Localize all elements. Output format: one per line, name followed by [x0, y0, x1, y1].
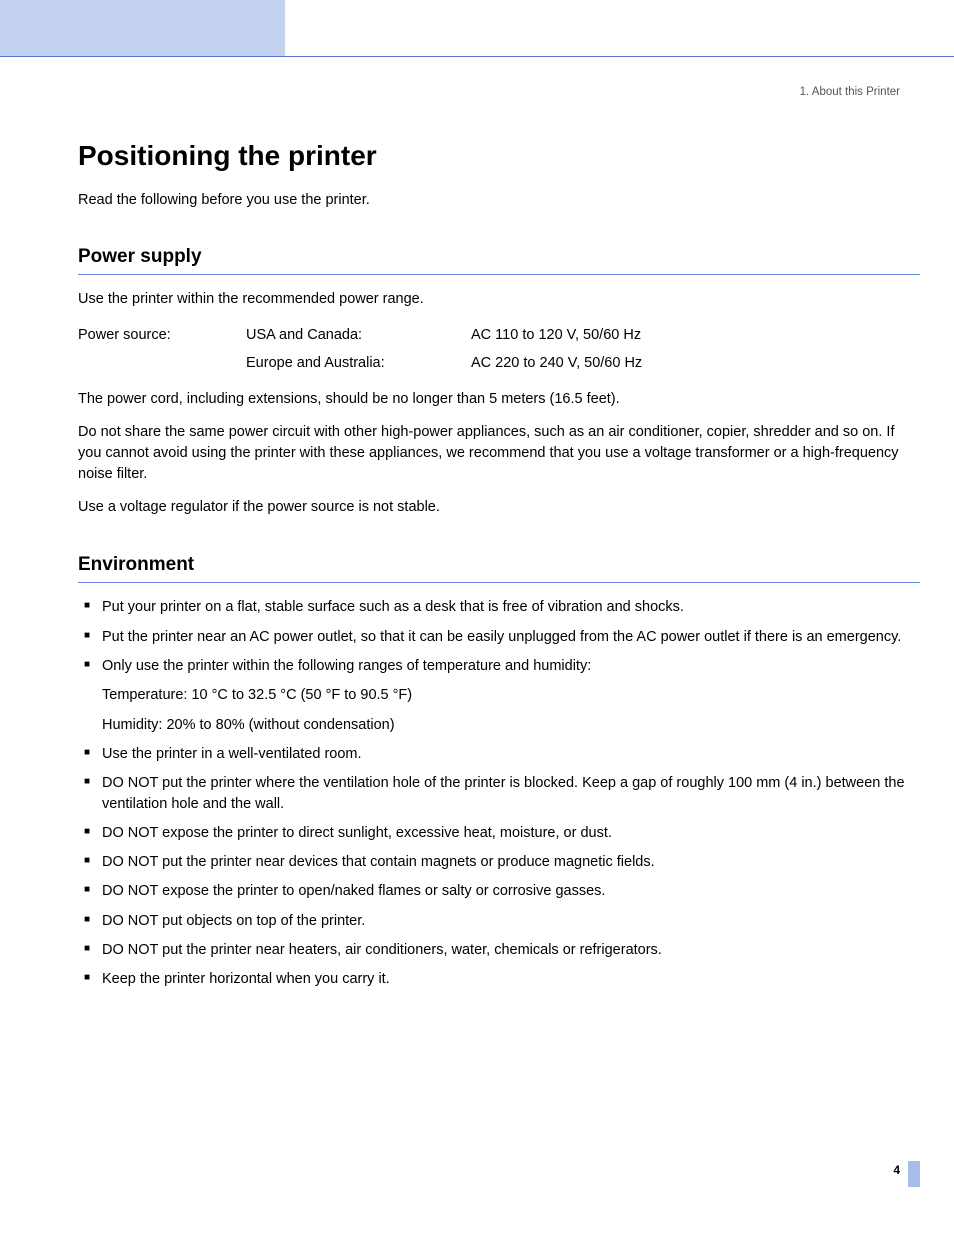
spec-cell: AC 110 to 120 V, 50/60 Hz [471, 322, 920, 350]
power-source-table: Power source: USA and Canada: AC 110 to … [78, 322, 920, 377]
section-power-supply: Power supply Use the printer within the … [78, 246, 920, 518]
page-content: Positioning the printer Read the followi… [78, 140, 920, 1026]
body-text: Do not share the same power circuit with… [78, 422, 920, 485]
list-item: DO NOT put the printer near heaters, air… [84, 940, 920, 960]
list-item-sub: Humidity: 20% to 80% (without condensati… [84, 715, 920, 735]
power-source-label: Power source: [78, 322, 246, 350]
body-text: The power cord, including extensions, sh… [78, 389, 920, 410]
list-item: DO NOT expose the printer to open/naked … [84, 881, 920, 901]
spec-cell: AC 220 to 240 V, 50/60 Hz [471, 350, 920, 378]
list-item: DO NOT expose the printer to direct sunl… [84, 823, 920, 843]
page-number: 4 [893, 1163, 900, 1177]
intro-text: Read the following before you use the pr… [78, 190, 920, 210]
header-rule [0, 56, 954, 57]
header-color-band [0, 0, 285, 56]
bullet-list: Put your printer on a flat, stable surfa… [78, 597, 920, 989]
list-item-sub: Temperature: 10 °C to 32.5 °C (50 °F to … [84, 685, 920, 705]
page-tab-marker [908, 1161, 920, 1187]
list-item: DO NOT put the printer where the ventila… [84, 773, 920, 814]
list-item: Put your printer on a flat, stable surfa… [84, 597, 920, 617]
page-title: Positioning the printer [78, 140, 920, 172]
section-environment: Environment Put your printer on a flat, … [78, 554, 920, 989]
list-item: DO NOT put the printer near devices that… [84, 852, 920, 872]
list-item: Keep the printer horizontal when you car… [84, 969, 920, 989]
region-cell: USA and Canada: [246, 322, 471, 350]
table-row: Power source: USA and Canada: AC 110 to … [78, 322, 920, 350]
list-item: Only use the printer within the followin… [84, 656, 920, 676]
section-heading: Environment [78, 554, 920, 583]
list-item: Put the printer near an AC power outlet,… [84, 627, 920, 647]
body-text: Use the printer within the recommended p… [78, 289, 920, 310]
body-text: Use a voltage regulator if the power sou… [78, 497, 920, 518]
table-row: Europe and Australia: AC 220 to 240 V, 5… [78, 350, 920, 378]
empty-cell [78, 350, 246, 378]
list-item: DO NOT put objects on top of the printer… [84, 911, 920, 931]
breadcrumb: 1. About this Printer [800, 86, 900, 98]
section-heading: Power supply [78, 246, 920, 275]
list-item: Use the printer in a well-ventilated roo… [84, 744, 920, 764]
region-cell: Europe and Australia: [246, 350, 471, 378]
